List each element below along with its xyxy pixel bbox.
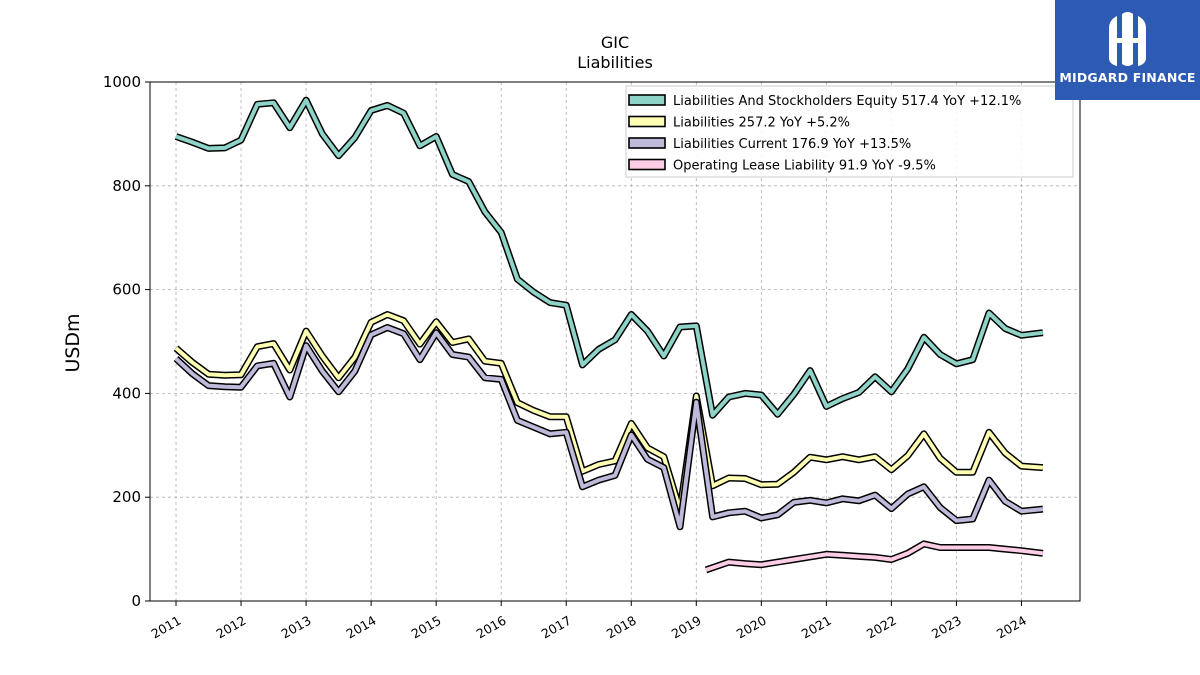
- x-tick-label: 2016: [474, 613, 509, 642]
- x-tick-label: 2014: [344, 613, 379, 642]
- legend-label-3: Operating Lease Liability 91.9 YoY -9.5%: [673, 159, 936, 174]
- brand-name: MIDGARD FINANCE: [1059, 70, 1196, 85]
- x-tick-label: 2013: [279, 613, 314, 642]
- x-tick-label: 2022: [864, 613, 899, 642]
- legend-swatch-2: [628, 137, 666, 149]
- y-axis-label: USDm: [62, 313, 84, 372]
- series-line-2: [174, 325, 1044, 529]
- chart-subtitle: Liabilities: [577, 53, 653, 72]
- x-tick-label: 2021: [799, 613, 834, 642]
- legend: Liabilities And Stockholders Equity 517.…: [625, 85, 1074, 178]
- series-line-3: [705, 541, 1044, 572]
- legend-swatch-1: [628, 115, 666, 128]
- legend-swatch-0: [628, 94, 666, 106]
- x-tick-label: 2015: [409, 613, 444, 642]
- y-tick-label: 200: [112, 488, 141, 506]
- x-tick-label: 2024: [994, 613, 1029, 642]
- brand-mark-icon: [1109, 12, 1146, 66]
- y-tick-label: 0: [131, 592, 141, 610]
- series-line-0: [175, 98, 1044, 418]
- chart-title: GIC: [601, 33, 629, 52]
- y-tick-label: 600: [112, 281, 141, 299]
- y-tick-label: 800: [112, 177, 141, 195]
- legend-box: [625, 85, 1074, 178]
- series-line-1: [174, 312, 1044, 513]
- brand-logo: MIDGARD FINANCE: [1055, 0, 1200, 100]
- legend-swatch-3: [628, 158, 666, 171]
- x-tick-label: 2019: [669, 613, 704, 642]
- x-tick-label: 2017: [539, 613, 574, 642]
- series-lines: [173, 96, 1044, 574]
- legend-label-0: Liabilities And Stockholders Equity 517.…: [673, 94, 1021, 109]
- x-tick-label: 2018: [604, 613, 639, 642]
- y-tick-label: 400: [112, 384, 141, 402]
- plot-area: [149, 81, 1081, 602]
- x-tick-label: 2011: [148, 613, 183, 642]
- x-tick-label: 2020: [734, 613, 769, 642]
- x-tick-label: 2023: [929, 613, 964, 642]
- x-tick-label: 2012: [213, 613, 248, 642]
- y-tick-label: 1000: [103, 73, 141, 91]
- legend-label-2: Liabilities Current 176.9 YoY +13.5%: [673, 137, 911, 152]
- legend-label-1: Liabilities 257.2 YoY +5.2%: [673, 116, 850, 131]
